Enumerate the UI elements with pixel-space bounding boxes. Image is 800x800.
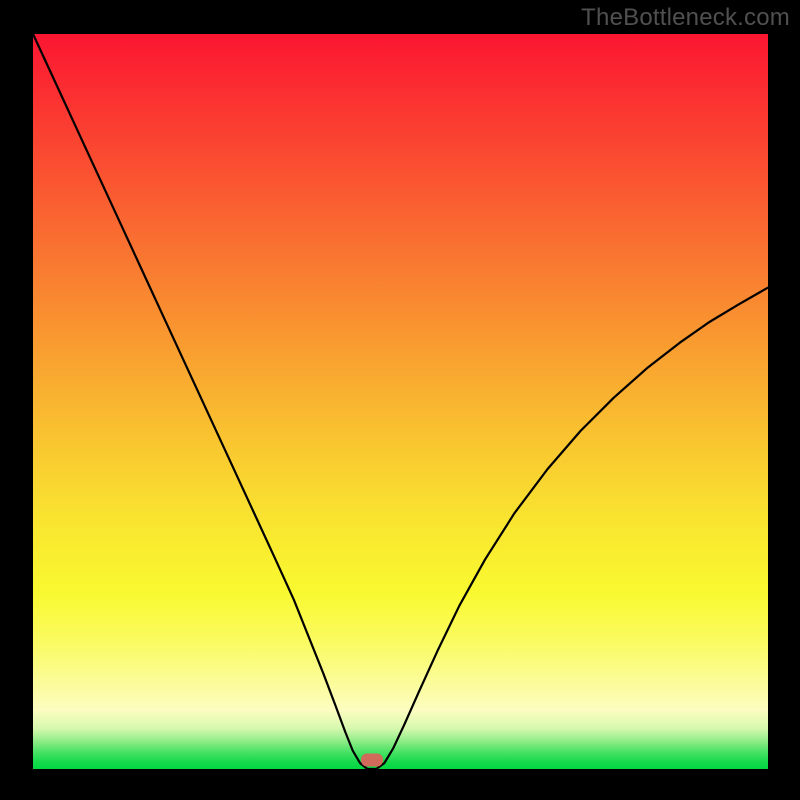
bottleneck-curve <box>33 34 768 769</box>
optimal-point-marker <box>361 754 383 767</box>
chart-frame: TheBottleneck.com <box>0 0 800 800</box>
curve-svg <box>33 34 768 769</box>
watermark-text: TheBottleneck.com <box>581 4 790 32</box>
plot-area <box>33 34 768 769</box>
